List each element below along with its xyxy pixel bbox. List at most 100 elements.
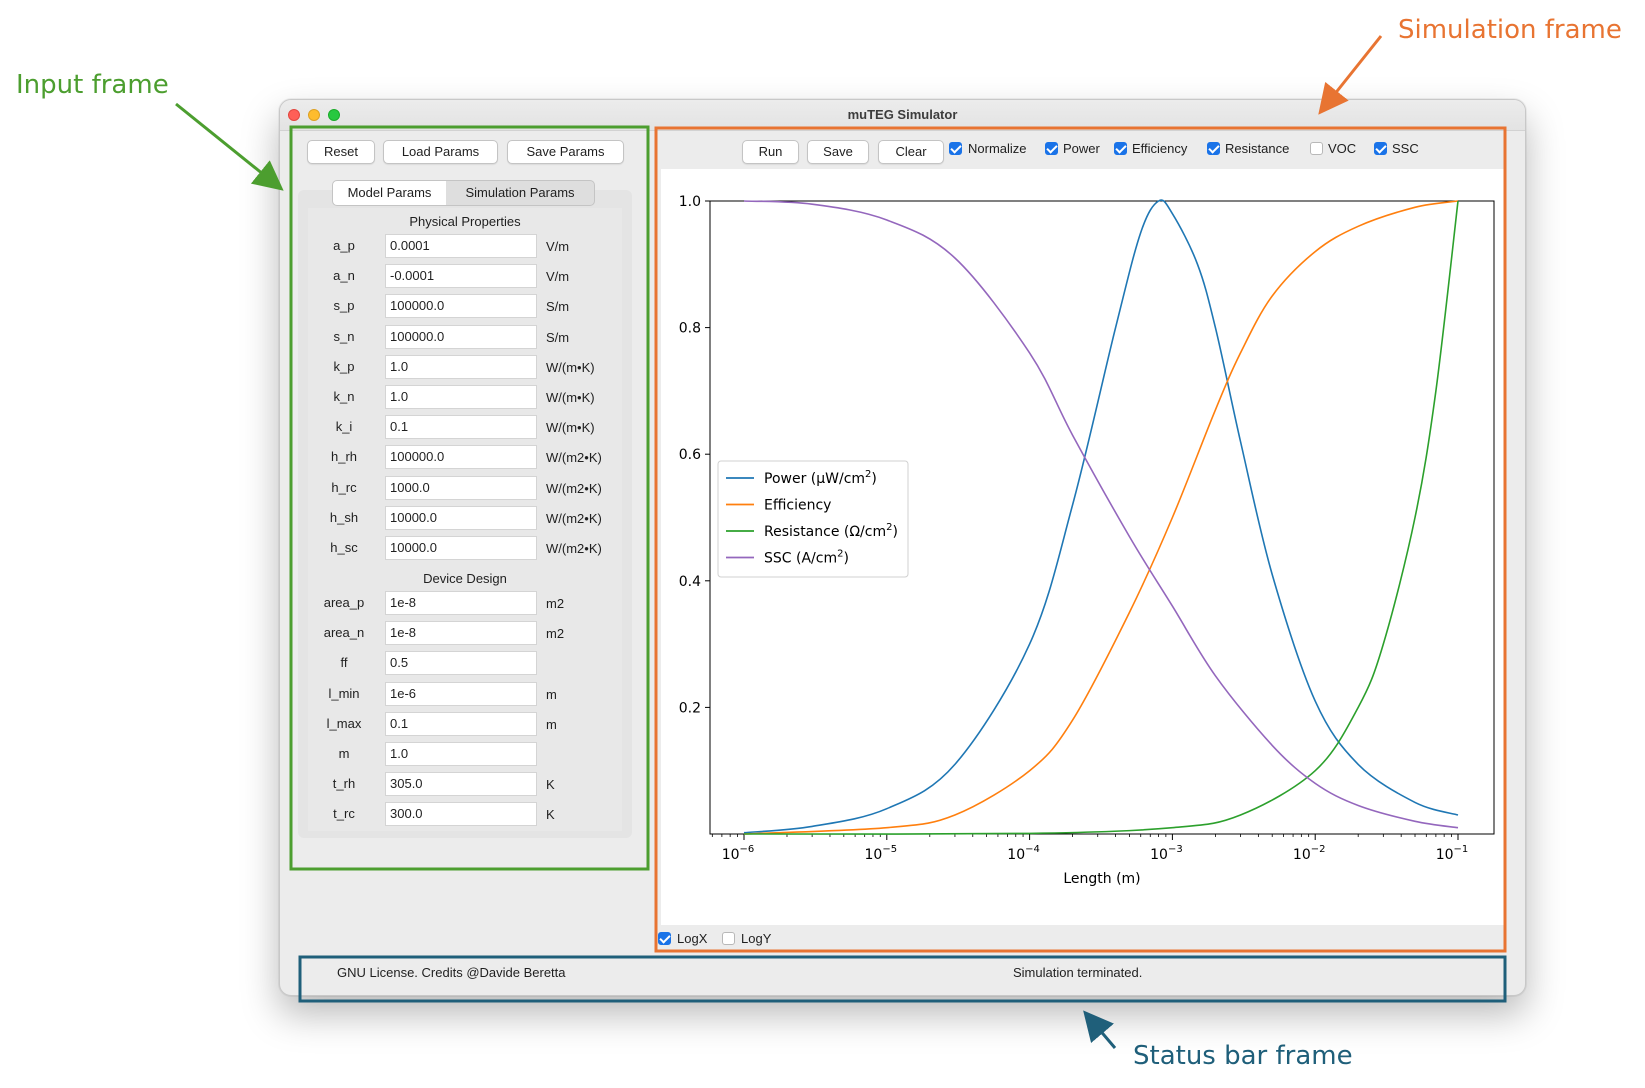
tab-simulation-params[interactable]: Simulation Params (446, 180, 595, 206)
param-input-h-sh[interactable]: 10000.0 (385, 505, 537, 530)
plot-options-bar (661, 925, 1504, 955)
x-tick-base: 10 (1150, 847, 1168, 863)
x-tick-base: 10 (865, 847, 883, 863)
param-input-k-p[interactable]: 1.0 (385, 354, 537, 379)
input-frame-arrow (175, 102, 284, 191)
window-title: muTEG Simulator (847, 107, 958, 122)
param-input-s-p[interactable]: 100000.0 (385, 294, 537, 319)
logy-checkbox[interactable] (722, 932, 735, 945)
param-unit-area-p: m2 (546, 596, 565, 611)
param-input-l-min[interactable]: 1e-6 (385, 681, 537, 706)
power-checkbox-label: Power (1063, 141, 1100, 156)
param-input-a-n[interactable]: -0.0001 (385, 264, 537, 289)
param-unit-area-n: m2 (546, 626, 565, 642)
param-input-k-i[interactable]: 0.1 (385, 415, 537, 440)
license-credits-text: GNU License. Credits @Davide Beretta (337, 965, 566, 980)
minimize-window-button[interactable] (308, 109, 320, 121)
title-bar: muTEG Simulator (280, 100, 1525, 131)
legend-entry-tail: ) (843, 551, 848, 567)
param-input-area-n[interactable]: 1e-8 (385, 621, 537, 646)
close-window-button[interactable] (288, 109, 300, 121)
x-tick-exponent: −6 (740, 844, 755, 855)
param-label-a-n: a_n (333, 268, 355, 284)
param-input-k-n[interactable]: 1.0 (385, 385, 537, 409)
param-label-h-rh: h_rh (330, 449, 358, 465)
param-label-a-p: a_p (333, 238, 355, 253)
logx-label: LogX (677, 931, 708, 946)
legend-entry: Resistance (Ω/cm2) (764, 522, 898, 540)
param-unit-h-rc: W/(m2•K) (546, 480, 602, 496)
x-tick-label: 10−4 (1007, 844, 1040, 863)
param-label-t-rc: t_rc (333, 806, 355, 822)
legend-entry: Efficiency (764, 498, 831, 514)
voc-checkbox[interactable] (1310, 142, 1323, 155)
param-input-t-rc[interactable]: 300.0 (385, 802, 537, 827)
voc-checkbox-label: VOC (1328, 141, 1357, 156)
param-unit-l-min: m (546, 686, 557, 702)
x-tick-base: 10 (722, 847, 740, 863)
param-unit-l-max: m (546, 716, 557, 732)
chart: 0.20.40.60.81.010−6 10−5 10−4 10−3 10−2 10−1L… (679, 194, 1495, 887)
run-button[interactable]: Run (742, 140, 799, 164)
zoom-window-button[interactable] (328, 109, 340, 121)
efficiency-checkbox[interactable] (1114, 142, 1127, 155)
device-design-heading: Device Design (423, 571, 507, 586)
save-params-button[interactable]: Save Params (507, 140, 624, 164)
param-unit-t-rc: K (546, 807, 555, 823)
x-tick-exponent: −3 (1168, 844, 1183, 855)
save-button[interactable]: Save (807, 140, 869, 164)
legend-entry: Power (μW/cm2) (764, 469, 877, 487)
logx-checkbox[interactable] (658, 932, 671, 945)
reset-button[interactable]: Reset (307, 140, 375, 164)
x-tick-exponent: −4 (1025, 844, 1040, 855)
y-tick-label: 0.6 (679, 447, 701, 463)
param-label-area-p: area_p (323, 595, 365, 610)
status-bar-frame-arrow (1083, 1010, 1117, 1049)
normalize-checkbox[interactable] (949, 142, 962, 155)
ssc-checkbox[interactable] (1374, 142, 1387, 155)
param-input-area-p[interactable]: 1e-8 (385, 591, 537, 615)
param-label-k-i: k_i (335, 419, 353, 435)
param-label-s-n: s_n (333, 328, 355, 344)
param-input-h-sc[interactable]: 10000.0 (385, 536, 537, 560)
x-tick-label: 10−1 (1436, 844, 1469, 863)
legend-entry-tail: ) (892, 524, 897, 540)
param-unit-h-sh: W/(m2•K) (546, 510, 602, 526)
param-input-h-rh[interactable]: 100000.0 (385, 445, 537, 470)
legend-entry-text: Resistance (Ω/cm (764, 524, 886, 540)
annotation-input-frame: Input frame (16, 70, 169, 100)
annotation-simulation-frame: Simulation frame (1398, 15, 1622, 45)
param-unit-k-n: W/(m•K) (546, 390, 595, 405)
param-label-area-n: area_n (323, 625, 365, 641)
legend-entry-text: Efficiency (764, 498, 831, 514)
param-input-h-rc[interactable]: 1000.0 (385, 475, 537, 500)
x-tick-exponent: −1 (1454, 844, 1469, 855)
param-input-ff[interactable]: 0.5 (385, 651, 537, 676)
logy-label: LogY (741, 931, 772, 946)
plot-area: 0.2 0.4 0.6 0.8 1.0 10−6 10−5 10−4 10−3 10−2 10−1 L… (661, 169, 1504, 925)
param-label-h-sh: h_sh (329, 509, 359, 525)
x-tick-exponent: −5 (882, 844, 897, 855)
legend-entry: SSC (A/cm2) (764, 549, 849, 567)
efficiency-checkbox-label: Efficiency (1132, 141, 1188, 156)
param-input-t-rh[interactable]: 305.0 (385, 772, 537, 797)
load-params-button[interactable]: Load Params (383, 140, 498, 164)
clear-button[interactable]: Clear (878, 140, 944, 164)
legend-entry-tail: ) (871, 471, 876, 487)
param-input-s-n[interactable]: 100000.0 (385, 324, 537, 349)
param-label-ff: ff (340, 655, 348, 671)
x-tick-label: 10−2 (1293, 844, 1326, 863)
x-tick-label: 10−3 (1150, 844, 1183, 863)
param-input-l-max[interactable]: 0.1 (385, 711, 537, 736)
param-unit-k-i: W/(m•K) (546, 420, 595, 436)
param-input-a-p[interactable]: 0.0001 (385, 234, 537, 258)
param-label-t-rh: t_rh (332, 776, 356, 792)
tab-model-params[interactable]: Model Params (332, 180, 447, 206)
y-tick-label: 0.4 (679, 574, 701, 590)
x-tick-exponent: −2 (1311, 844, 1326, 855)
param-unit-h-sc: W/(m2•K) (546, 541, 602, 556)
resistance-checkbox[interactable] (1207, 142, 1220, 155)
param-input-m[interactable]: 1.0 (385, 742, 537, 766)
param-unit-a-n: V/m (546, 269, 570, 285)
power-checkbox[interactable] (1045, 142, 1058, 155)
